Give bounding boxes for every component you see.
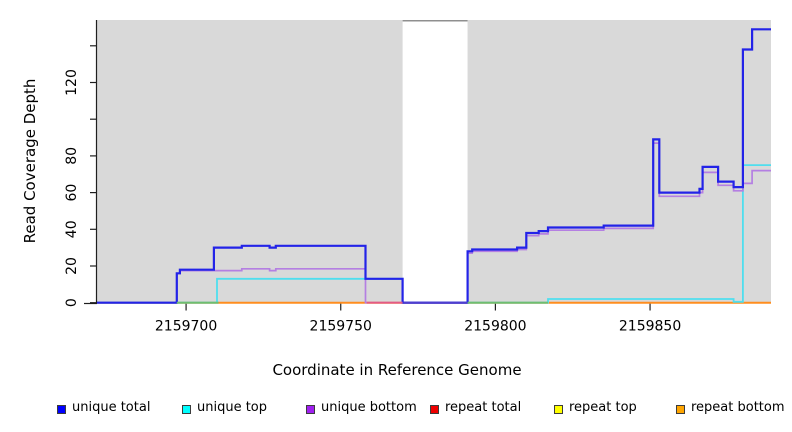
series-unique-top-line: [97, 164, 771, 304]
x-tick-label: 2159750: [310, 319, 372, 335]
y-axis-title: Read Coverage Depth: [21, 78, 39, 244]
series-unique-bottom-line: [97, 142, 771, 304]
y-tick-label: 120: [64, 69, 80, 96]
series-unique-total-line: [97, 28, 771, 304]
x-tick-label: 2159700: [155, 319, 217, 335]
x-tick-label: 2159850: [619, 319, 681, 335]
y-tick-label: 20: [64, 257, 80, 275]
x-axis-title-text: Coordinate in Reference Genome: [272, 361, 522, 379]
gap-band: [402, 20, 468, 304]
x-axis-title: Coordinate in Reference Genome: [0, 361, 792, 379]
y-tick-label: 0: [64, 298, 80, 307]
x-tick-label: 2159800: [464, 319, 526, 335]
y-tick-label: 60: [64, 184, 80, 202]
y-tick-label: 80: [64, 147, 80, 165]
y-tick-label: 40: [64, 220, 80, 238]
